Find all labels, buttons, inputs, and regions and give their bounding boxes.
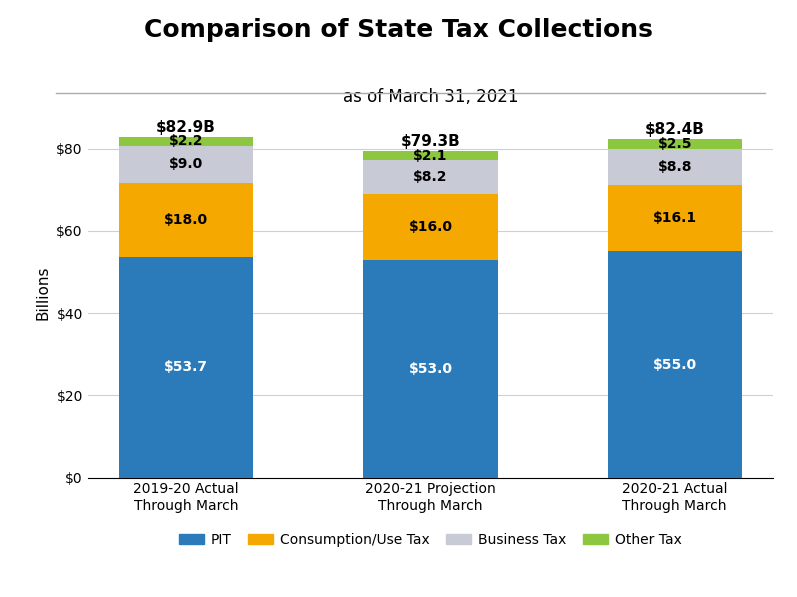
Bar <box>607 185 742 251</box>
Text: $53.7: $53.7 <box>164 360 208 374</box>
Text: $16.0: $16.0 <box>408 220 453 234</box>
Text: $55.0: $55.0 <box>653 358 697 371</box>
Text: $2.5: $2.5 <box>658 137 692 151</box>
Text: $82.4B: $82.4B <box>645 122 705 137</box>
Text: $79.3B: $79.3B <box>401 134 460 149</box>
Text: Comparison of State Tax Collections: Comparison of State Tax Collections <box>144 18 653 42</box>
Bar <box>119 257 253 478</box>
Bar <box>363 194 497 260</box>
Text: $2.2: $2.2 <box>169 134 203 148</box>
Text: $16.1: $16.1 <box>653 211 697 225</box>
Text: $53.0: $53.0 <box>408 362 453 376</box>
Text: $18.0: $18.0 <box>164 213 208 227</box>
Bar <box>363 260 497 478</box>
Bar <box>363 152 497 160</box>
Text: $82.9B: $82.9B <box>156 119 216 134</box>
Bar <box>119 183 253 257</box>
Text: $8.8: $8.8 <box>658 160 692 174</box>
Title: as of March 31, 2021: as of March 31, 2021 <box>343 88 518 106</box>
Bar <box>607 139 742 149</box>
Text: $8.2: $8.2 <box>413 170 448 184</box>
Y-axis label: Billions: Billions <box>36 265 51 320</box>
Bar <box>363 160 497 194</box>
Bar <box>607 149 742 185</box>
Legend: PIT, Consumption/Use Tax, Business Tax, Other Tax: PIT, Consumption/Use Tax, Business Tax, … <box>173 527 688 552</box>
Text: $9.0: $9.0 <box>169 157 203 171</box>
Bar <box>119 146 253 183</box>
Text: $2.1: $2.1 <box>413 149 448 163</box>
Bar <box>607 251 742 478</box>
Bar <box>119 137 253 146</box>
